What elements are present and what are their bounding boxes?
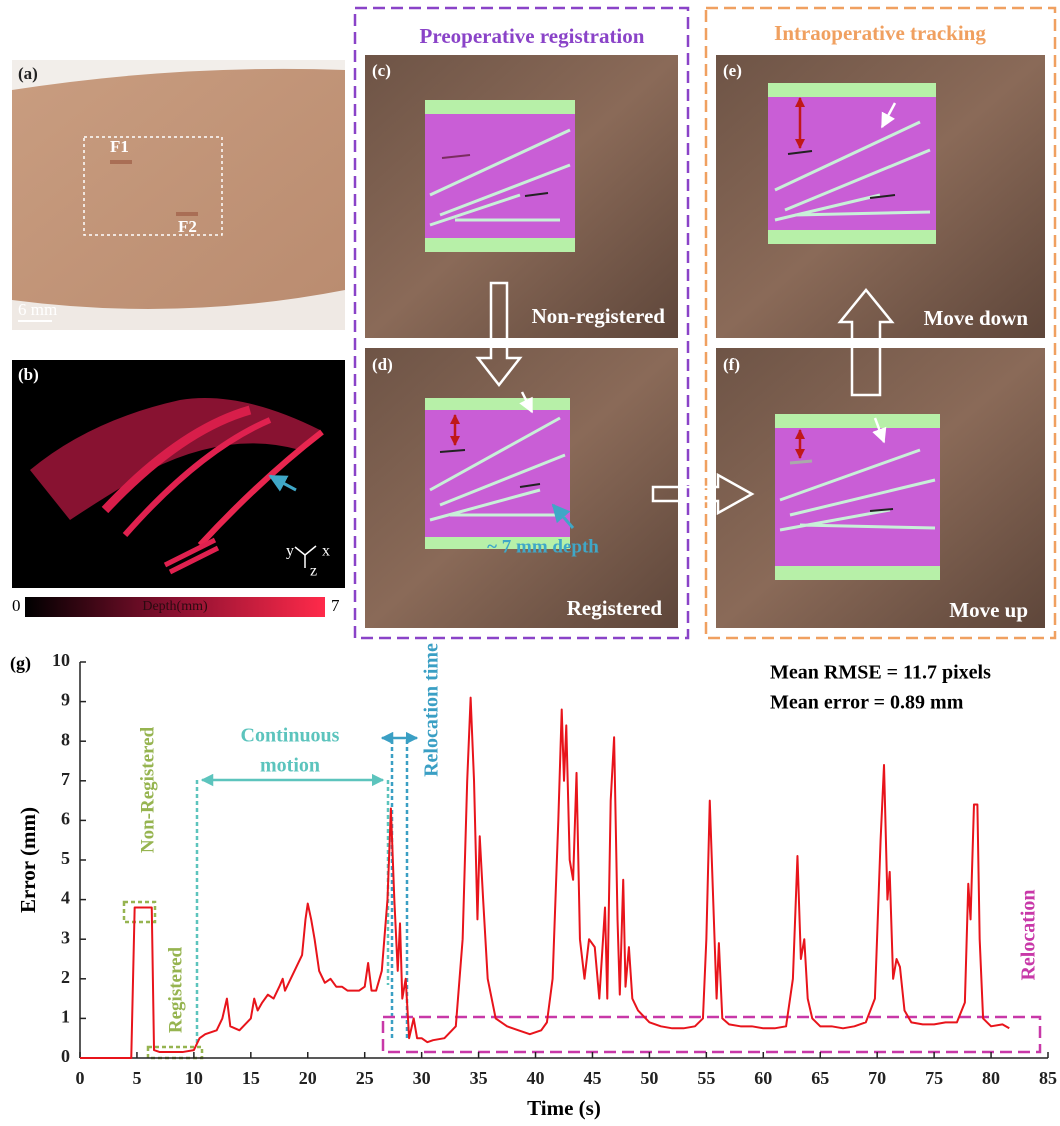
y-tick-label: 3 [61,927,70,947]
panel-label: (b) [18,365,39,384]
panel-label: (a) [18,64,38,83]
annotation: Non-Registered [137,726,158,853]
annotation: Relocation time [421,643,443,777]
y-tick-label: 5 [61,848,70,868]
x-tick-label: 55 [697,1068,715,1088]
scale-bar-label: 6 mm [18,300,57,319]
colorbar-max: 7 [331,596,340,615]
y-tick-label: 1 [61,1007,70,1027]
photo-c: (c) Non-registered [365,55,678,338]
axis-label: y [286,543,294,560]
x-tick-label: 0 [76,1068,85,1088]
x-tick-label: 80 [982,1068,1000,1088]
panel-label: (f) [723,355,740,374]
panel-caption: Move up [949,598,1028,622]
y-tick-label: 6 [61,809,70,829]
photo-b: (b) y x z [12,360,345,588]
group-box [353,6,690,640]
axis-label: x [322,543,330,560]
y-tick-label: 10 [52,650,70,670]
photo-f: (f) Move up [716,348,1045,628]
x-tick-label: 45 [583,1068,601,1088]
marker-label: F2 [178,217,197,236]
panel-label: (g) [10,653,31,674]
annotation: Continuous [241,725,340,747]
panel-label: (c) [372,61,391,80]
photo-d: (d) ~ 7 mm depth Registered [365,348,678,628]
y-tick-label: 9 [61,690,70,710]
y-tick-label: 8 [61,729,70,749]
colorbar-title: Depth(mm) [142,599,208,614]
x-tick-label: 25 [356,1068,374,1088]
colorbar: 0 Depth(mm) 7 [12,596,340,617]
y-tick-label: 0 [61,1046,70,1066]
annotation: motion [260,755,320,777]
x-tick-label: 35 [470,1068,488,1088]
annotation: Registered [165,946,186,1033]
panel-caption: Move down [924,306,1029,330]
transition-arrows [475,281,895,516]
panel-caption: Registered [567,596,663,620]
marker-label: F1 [110,137,129,156]
stats-annotation: Mean error = 0.89 mm [770,692,964,714]
highlight-box [381,1015,1042,1054]
colorbar-min: 0 [12,596,21,615]
y-tick-label: 4 [61,888,70,908]
panel-label: (d) [372,355,393,374]
depth-annotation: ~ 7 mm depth [487,536,599,557]
x-tick-label: 65 [811,1068,829,1088]
group-title: Preoperative registration [420,24,645,48]
stats-annotation: Mean RMSE = 11.7 pixels [770,662,991,684]
panel-label: (e) [723,61,742,80]
highlight-box [122,900,157,924]
x-tick-label: 15 [242,1068,260,1088]
axis-label: z [310,563,317,580]
photo-e: (e) Move down [716,55,1045,338]
y-tick-label: 7 [61,769,70,789]
group-title: Intraoperative tracking [774,21,986,45]
x-tick-label: 50 [640,1068,658,1088]
group-box [704,6,1057,640]
x-tick-label: 30 [413,1068,431,1088]
y-tick-label: 2 [61,967,70,987]
y-axis-label: Error (mm) [16,807,40,913]
x-tick-label: 5 [132,1068,141,1088]
x-tick-label: 20 [299,1068,317,1088]
x-tick-label: 70 [868,1068,886,1088]
x-tick-label: 60 [754,1068,772,1088]
x-tick-label: 40 [527,1068,545,1088]
data-line [80,696,1010,1059]
line-chart: (g) Time (s) Error (mm) Mean RMSE = 11.7… [10,643,1057,1120]
annotation: Relocation [1018,889,1040,980]
x-tick-label: 85 [1039,1068,1057,1088]
x-axis-label: Time (s) [527,1096,601,1120]
panel-caption: Non-registered [532,304,666,328]
photo-a: (a) F1 F2 6 mm [12,60,345,330]
x-tick-label: 75 [925,1068,943,1088]
x-tick-label: 10 [185,1068,203,1088]
